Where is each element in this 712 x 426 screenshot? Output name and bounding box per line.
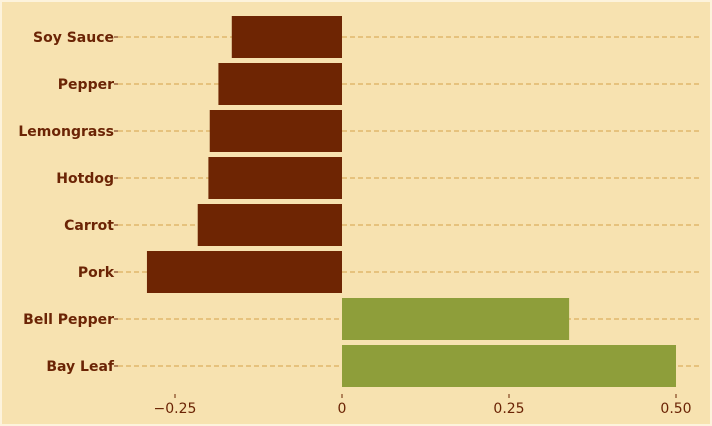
category-label-pork: Pork [78,265,115,281]
bar-soy-sauce [231,16,342,58]
bar-hotdog [208,157,342,199]
category-label-soy-sauce: Soy Sauce [33,30,114,46]
category-label-bell-pepper: Bell Pepper [23,312,114,328]
x-tick-label: −0.25 [154,401,197,417]
category-label-lemongrass: Lemongrass [18,124,114,140]
bars [146,16,676,387]
category-labels: Soy Sauce Pepper Lemongrass Hotdog Carrot Por… [18,30,118,375]
x-axis-ticks: −0.25 0 0.25 0.50 [154,394,692,417]
category-label-carrot: Carrot [64,218,114,234]
bar-pork [146,251,342,293]
category-label-hotdog: Hotdog [56,171,114,187]
category-label-pepper: Pepper [58,77,114,93]
bar-lemongrass [209,110,342,152]
bar-bell-pepper [342,298,570,340]
x-tick-label: 0 [338,401,347,417]
bar-carrot [197,204,342,246]
x-tick-label: 0.50 [660,401,691,417]
x-tick-label: 0.25 [493,401,524,417]
bar-bay-leaf [342,345,676,387]
category-label-bay-leaf: Bay Leaf [46,359,115,375]
bar-pepper [218,63,342,105]
